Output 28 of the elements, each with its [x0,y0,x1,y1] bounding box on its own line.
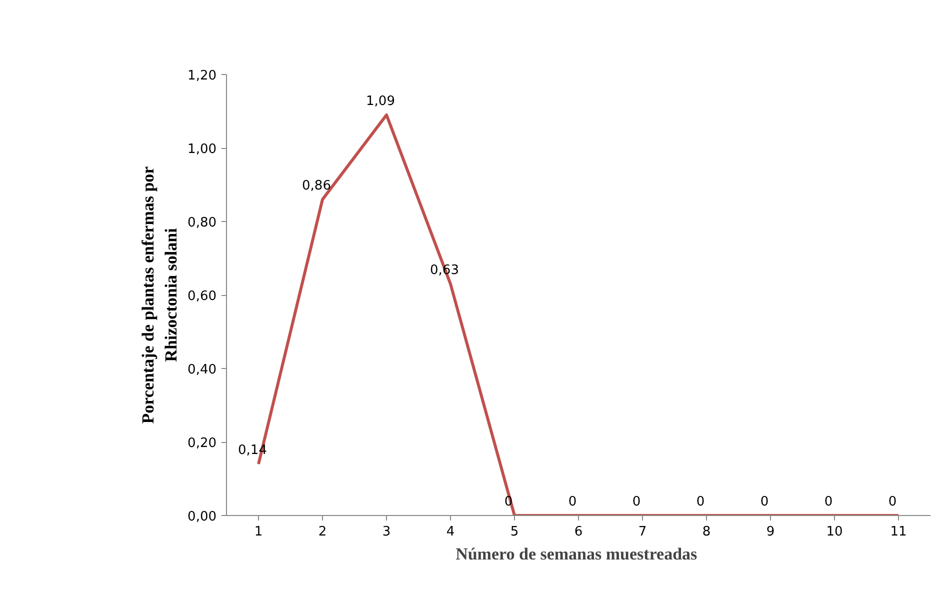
y-tick-label: 0,40 [188,362,217,378]
data-label: 0 [760,494,769,510]
x-tick-label: 5 [510,524,519,540]
x-tick-label: 8 [702,524,711,540]
y-tick-label: 0,60 [188,289,217,304]
x-tick-label: 3 [382,524,391,540]
data-label: 0 [824,494,833,510]
x-tick-label: 11 [890,524,907,540]
data-label: 0 [568,494,577,510]
y-axis-title: Porcentaje de plantas enfermas por Rhizoctonia solani [138,166,181,424]
x-tick-label: 9 [766,524,775,540]
data-label: 0,86 [302,178,331,194]
y-tick-label: 1,00 [188,142,217,157]
data-label: 0 [888,494,897,510]
y-tick-label: 0,00 [188,510,217,524]
x-tick-label: 4 [446,524,455,540]
data-label: 0 [632,494,641,510]
x-tick-label: 2 [318,524,327,540]
x-axis-title: Número de semanas muestreadas [456,544,698,564]
data-label: 1,09 [366,94,395,109]
data-label: 0 [696,494,705,510]
x-tick-label: 7 [638,524,647,540]
x-tick-label: 6 [574,524,583,540]
y-tick-label: 0,20 [188,436,217,451]
x-tick-label: 10 [826,524,843,540]
x-tick-label: 1 [254,524,263,540]
y-tick-label: 1,20 [188,68,217,84]
y-tick-label: 0,80 [188,216,217,230]
